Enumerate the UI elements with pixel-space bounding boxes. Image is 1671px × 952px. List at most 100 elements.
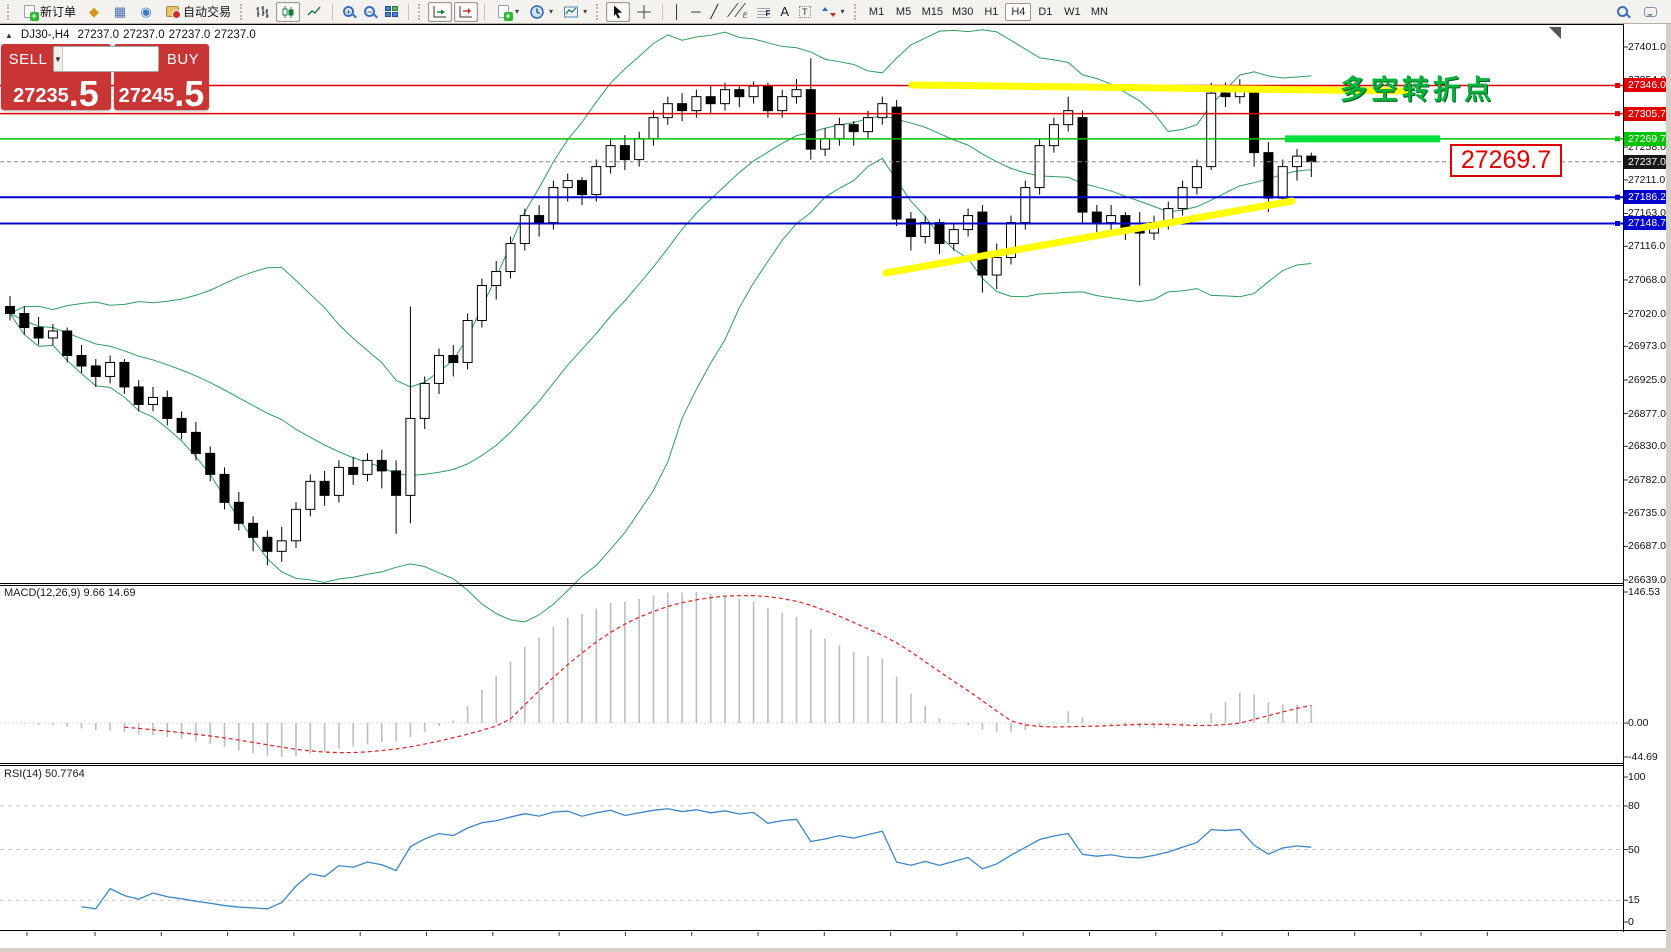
window-right-edge [1666,24,1671,952]
bear-candle [805,89,816,150]
equidistant-channel-button[interactable]: ╱╱E [724,2,751,22]
toolbar-grip[interactable] [240,3,245,20]
trendline-icon: ╱ [710,3,719,19]
bear-candle [248,522,259,538]
toolbar-grip[interactable] [7,3,12,20]
templates-icon [564,6,579,17]
bear-candle [33,326,44,339]
bollinger-lower-band [9,157,1312,623]
bull-candle [863,117,873,133]
bear-candle [162,396,173,419]
bear-candle [190,431,201,454]
bear-candle [391,470,402,496]
bear-candle [5,306,15,314]
panel-collapse-icon[interactable]: ▲ [5,30,13,40]
timeframe-button-m15[interactable]: M15 [921,5,943,18]
market-watch-button[interactable]: ▦ [108,2,132,22]
bull-candle [605,145,616,168]
volume-input[interactable] [62,47,158,71]
cursor-button[interactable] [606,1,631,22]
timeframe-button-m5[interactable]: M5 [895,5,912,18]
timeframe-button-mn[interactable]: MN [1090,5,1108,18]
trendline-button[interactable]: ╱ [706,2,722,22]
zoom-in-button[interactable]: + [339,2,358,22]
ohlc-open: 27237.0 [77,29,120,41]
chart-shift-button[interactable] [454,1,479,22]
line-chart-button[interactable] [302,2,326,22]
candlestick-chart-button[interactable] [276,1,301,22]
indicators-button[interactable]: + ▾ [491,2,523,22]
buy-button[interactable]: BUY 27245.5 [114,44,209,112]
timeframe-button-m30[interactable]: M30 [951,5,974,18]
chart-annotation-text[interactable]: 多空转折点 [1340,75,1495,105]
crosshair-icon [637,4,652,19]
periods-icon [530,4,544,19]
bear-candle [1220,92,1231,98]
bear-candle [19,313,30,328]
chart-shift-icon [459,5,473,17]
yellow-trendline[interactable] [908,81,1412,95]
price-tick-label: 26830.0 [1628,440,1666,453]
bear-candle [619,145,630,161]
bull-candle [820,138,831,150]
highlight-price-label[interactable]: 27269.7 [1450,144,1562,177]
timeframe-button-w1[interactable]: W1 [1064,5,1081,18]
toolbar-grip[interactable] [418,3,423,20]
ohlc-low: 27237.0 [168,29,211,41]
chart-shift-marker[interactable] [1549,27,1561,39]
buy-button-label: BUY [166,50,200,68]
chat-button[interactable] [1640,2,1661,22]
chart-area[interactable]: ▲ DJ30-,H4 27237.0 27237.0 27237.0 27237… [0,24,1671,952]
main-toolbar: + 新订单 ◆ ▦ ◉ 自动交易 + − [0,0,1671,24]
toolbar-grip[interactable] [596,3,601,20]
crosshair-button[interactable] [632,2,656,22]
zoom-out-button[interactable]: − [360,2,379,22]
bull-candle [991,257,1002,276]
profiles-button[interactable]: ◆ [82,2,106,22]
bull-candle [1106,215,1117,224]
timeframe-button-d1[interactable]: D1 [1038,5,1053,18]
zoom-out-icon: − [364,6,376,17]
bar-chart-button[interactable] [250,2,274,22]
templates-button[interactable]: ▾ [559,2,591,22]
timeframe-button-m1[interactable]: M1 [868,5,885,18]
bear-candle [1091,211,1102,224]
rsi-indicator-label: RSI(14) 50.7764 [4,768,85,780]
chat-icon [1644,6,1657,17]
auto-scroll-button[interactable] [428,1,453,22]
toolbar-grip[interactable] [853,3,859,20]
fibonacci-button[interactable]: F [753,2,774,22]
bar-chart-icon [256,5,269,18]
candlestick-chart-icon [282,5,294,18]
bear-candle [319,480,330,496]
strategy-tester-button[interactable]: ◉ [134,2,158,22]
bear-candle [376,459,387,472]
new-order-button[interactable]: + 新订单 [17,2,80,22]
auto-scroll-icon [433,5,447,17]
timeframe-button-h4[interactable]: H4 [1005,2,1032,21]
horizontal-line-button[interactable]: ─ [687,2,704,22]
bear-candle [90,365,101,377]
volume-decrease-button[interactable]: ▼ [54,47,63,71]
price-level-tag: 27305.7 [1624,106,1670,121]
periods-button[interactable]: ▾ [525,2,557,22]
vertical-line-button[interactable]: │ [669,2,685,22]
bull-candle [634,138,645,161]
market-watch-icon: ▦ [113,3,127,19]
search-button[interactable] [1613,2,1632,22]
bollinger-upper-band [9,29,1312,388]
timeframe-button-h1[interactable]: H1 [984,5,999,18]
bull-candle [834,124,845,140]
bull-candle [877,103,888,119]
text-button[interactable]: A [776,2,793,22]
auto-trading-button[interactable]: 自动交易 [160,2,235,22]
arrows-button[interactable]: ▾ [817,2,849,22]
text-label-button[interactable]: T [795,2,815,22]
yellow-trendline[interactable] [882,197,1296,277]
text-icon: A [780,4,790,19]
level-anchor-marker [1615,220,1620,226]
tile-windows-button[interactable] [381,2,402,22]
bull-candle [476,285,487,321]
macd-tick-label: 0.00 [1628,717,1649,729]
